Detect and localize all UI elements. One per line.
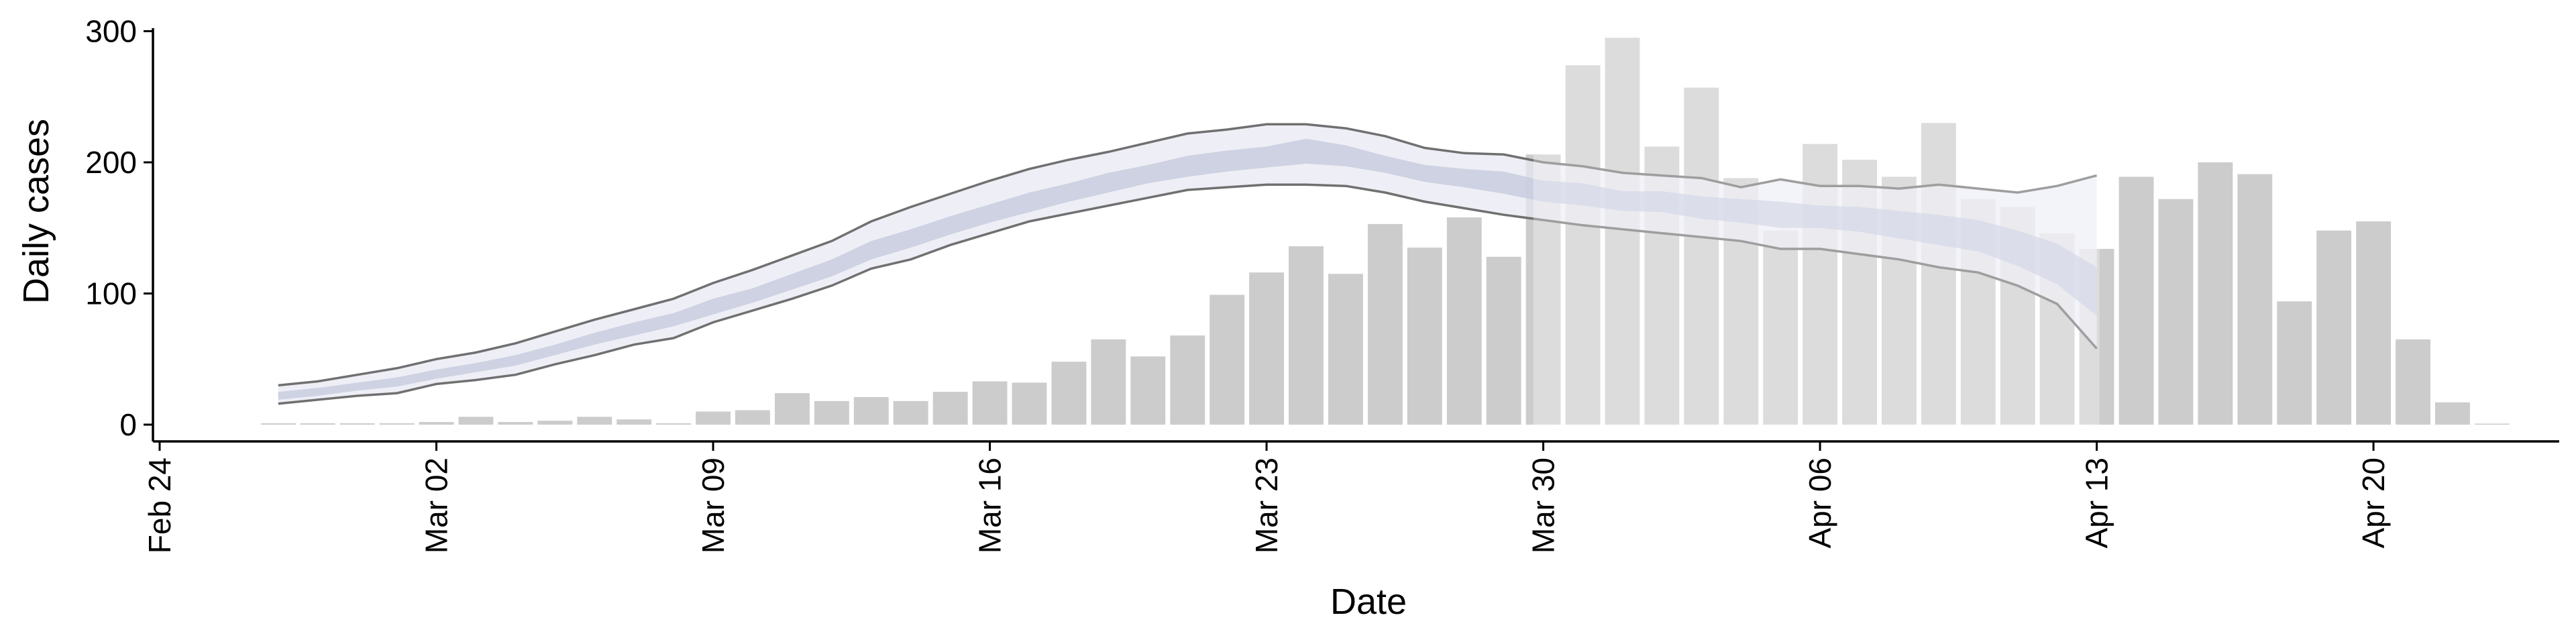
x-tick-label-2020-04-13: Apr 13 — [2080, 458, 2114, 549]
bar-2020-03-10 — [735, 410, 770, 425]
x-tick-label-2020-03-23: Mar 23 — [1249, 458, 1284, 553]
bar-2020-03-28 — [1446, 217, 1482, 425]
bar-2020-03-22 — [1210, 294, 1245, 425]
y-tick-label-300: 300 — [85, 14, 137, 49]
bar-2020-03-19 — [1091, 339, 1126, 425]
bar-2020-04-21 — [2396, 339, 2430, 425]
axes-layer: 0 100 200 300 Feb 24 Mar 02 Mar 09 Mar 16 Mar 23… — [85, 14, 2559, 553]
bar-2020-04-19 — [2316, 230, 2352, 425]
bar-2020-03-09 — [696, 411, 731, 425]
bar-2020-03-21 — [1170, 335, 1205, 425]
bar-2020-04-17 — [2237, 174, 2273, 425]
bar-2020-03-29 — [1486, 256, 1521, 425]
y-tick-label-200: 200 — [85, 145, 137, 180]
y-axis-title: Daily cases — [16, 119, 56, 304]
bar-2020-03-25 — [1328, 274, 1363, 425]
bar-2020-03-14 — [893, 400, 928, 425]
bars-layer — [260, 38, 2510, 425]
x-tick-label-2020-04-06: Apr 06 — [1803, 458, 1837, 549]
bar-2020-03-13 — [853, 396, 889, 425]
x-tick-label-2020-03-02: Mar 02 — [419, 458, 454, 553]
fit-upper-line — [278, 123, 2098, 387]
fit-band-layer — [278, 28, 2100, 425]
bar-2020-03-05 — [537, 421, 573, 425]
bar-2020-04-05 — [1763, 230, 1799, 425]
x-tick-label-2020-03-09: Mar 09 — [696, 458, 731, 553]
bar-2020-03-03 — [458, 417, 494, 425]
bar-2020-03-16 — [972, 381, 1008, 425]
bar-2020-03-08 — [656, 423, 692, 425]
projection-fade — [1533, 28, 2100, 425]
bar-2020-03-18 — [1051, 362, 1087, 425]
bar-2020-02-27 — [260, 423, 296, 425]
bar-2020-04-23 — [2474, 423, 2510, 425]
bar-2020-03-02 — [419, 422, 454, 425]
bar-2020-04-16 — [2198, 162, 2233, 425]
y-tick-label-0: 0 — [119, 407, 137, 442]
bar-2020-03-24 — [1289, 246, 1324, 425]
fit-lower-line — [278, 183, 2098, 405]
bar-2020-03-17 — [1012, 382, 1047, 425]
bar-2020-03-11 — [775, 393, 810, 425]
bar-2020-04-14 — [2118, 176, 2154, 425]
bar-2020-02-28 — [300, 423, 335, 425]
x-tick-label-2020-04-20: Apr 20 — [2356, 458, 2391, 549]
bar-2020-03-12 — [814, 400, 849, 425]
bar-2020-03-07 — [616, 419, 652, 425]
bar-2020-03-23 — [1249, 272, 1284, 425]
bar-2020-04-18 — [2277, 301, 2312, 425]
bar-2020-04-22 — [2435, 402, 2470, 425]
bar-2020-03-01 — [379, 423, 415, 425]
bar-2020-03-27 — [1407, 248, 1442, 425]
bar-2020-03-31 — [1565, 65, 1601, 425]
bar-2020-04-20 — [2356, 221, 2392, 425]
bar-2020-03-26 — [1367, 223, 1403, 425]
bar-2020-04-15 — [2158, 199, 2194, 425]
fit-inner-band — [278, 138, 2097, 400]
bar-2020-04-09 — [1921, 123, 1956, 425]
x-axis-title: Date — [1330, 582, 1407, 622]
bar-2020-03-20 — [1130, 356, 1166, 425]
bar-2020-02-29 — [339, 423, 375, 425]
bar-2020-03-04 — [498, 422, 533, 425]
bar-2020-03-15 — [932, 392, 968, 425]
x-tick-label-2020-03-30: Mar 30 — [1526, 458, 1561, 553]
bar-2020-03-06 — [577, 417, 612, 425]
bar-2020-04-03 — [1684, 87, 1719, 425]
x-tick-label-2020-02-24: Feb 24 — [142, 458, 177, 553]
y-tick-label-100: 100 — [85, 276, 137, 311]
x-tick-label-2020-03-16: Mar 16 — [973, 458, 1008, 553]
